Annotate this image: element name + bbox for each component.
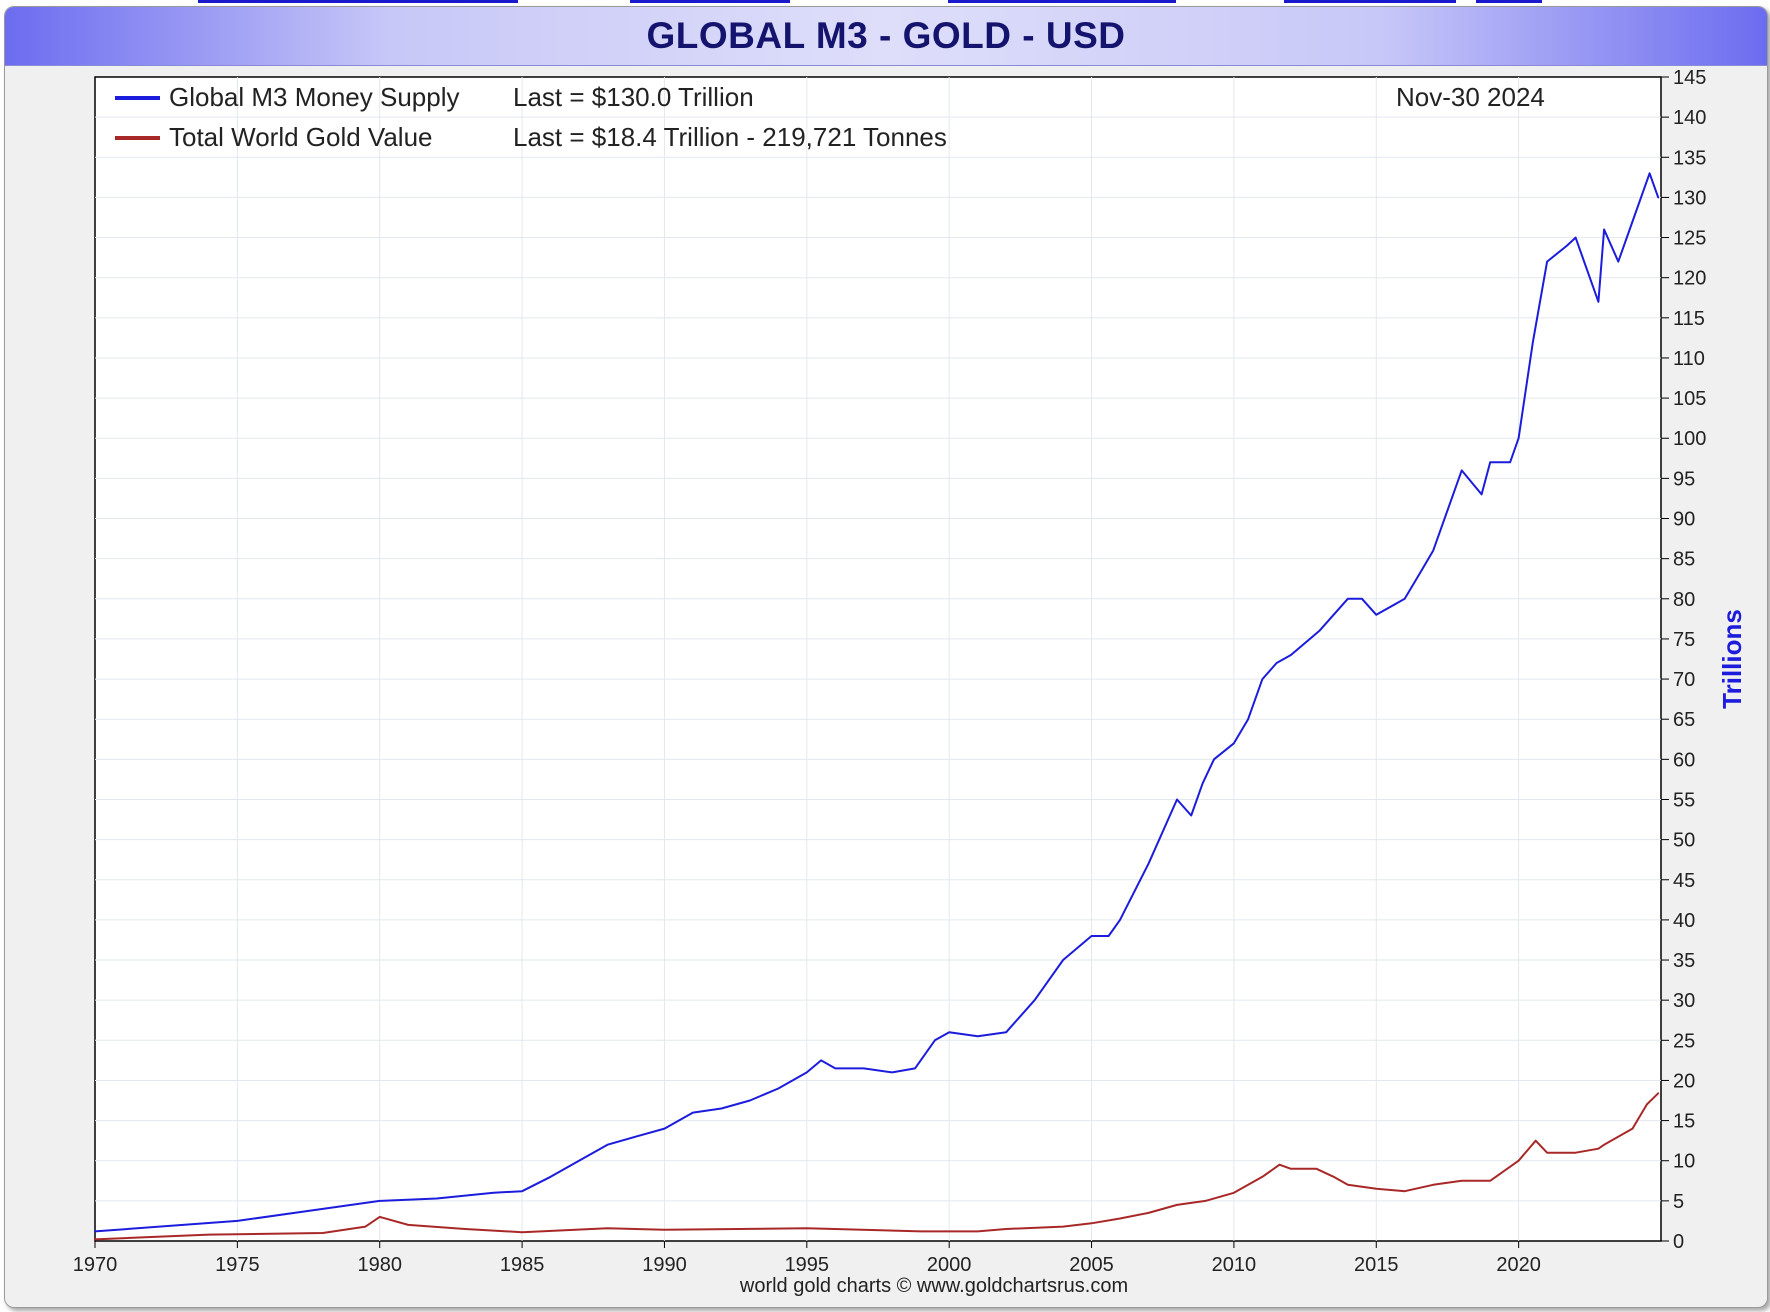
nav-link-1[interactable]	[198, 0, 518, 3]
x-tick-label: 1995	[785, 1254, 830, 1276]
chart-credit: world gold charts © www.goldchartsrus.co…	[739, 1275, 1128, 1297]
legend-label-m3: Global M3 Money Supply	[169, 82, 459, 112]
y-tick-label: 75	[1673, 629, 1695, 651]
y-tick-label: 40	[1673, 910, 1695, 932]
y-tick-label: 85	[1673, 549, 1695, 571]
x-tick-label: 1980	[357, 1254, 402, 1276]
grid-layer	[95, 77, 1661, 1241]
chart-panel: GLOBAL M3 - GOLD - USD 0 5 10 15 20 25 30 35 40 4…	[4, 6, 1768, 1308]
series-line-world-gold-value	[94, 1092, 1660, 1241]
y-tick-label: 125	[1673, 228, 1706, 250]
y-tick-label: 115	[1673, 308, 1705, 330]
y-tick-label: 15	[1673, 1111, 1695, 1133]
chart-svg: 0 5 10 15 20 25 30 35 40 45 50 55 60 65 70 75 80 85 90 95 10…	[73, 67, 1747, 1297]
nav-link-5[interactable]	[1476, 0, 1542, 3]
y-tick-label: 100	[1673, 428, 1706, 450]
y-tick-label: 110	[1673, 348, 1705, 370]
y-tick-label: 35	[1673, 950, 1695, 972]
x-tick-label: 2005	[1069, 1254, 1114, 1276]
legend-note-gold: Last = $18.4 Trillion - 219,721 Tonnes	[513, 122, 947, 152]
chart-date-label: Nov-30 2024	[1396, 82, 1545, 112]
y-tick-label: 140	[1673, 107, 1706, 129]
series-layer	[94, 172, 1660, 1241]
y-tick-label: 65	[1673, 709, 1695, 731]
series-line-global-m3	[94, 172, 1660, 1233]
x-tick-label: 2000	[927, 1254, 972, 1276]
y-tick-label: 135	[1673, 147, 1706, 169]
y-tick-label: 5	[1673, 1191, 1684, 1213]
chart-title-bar: GLOBAL M3 - GOLD - USD	[5, 7, 1767, 66]
x-tick-label: 2015	[1354, 1254, 1399, 1276]
y-tick-label: 25	[1673, 1030, 1695, 1052]
nav-link-2[interactable]	[630, 0, 790, 3]
y-tick-label: 105	[1673, 388, 1706, 410]
x-tick-label: 1970	[73, 1254, 118, 1276]
y-tick-label: 30	[1673, 990, 1695, 1012]
y-tick-label: 80	[1673, 589, 1695, 611]
y-tick-label: 45	[1673, 870, 1695, 892]
x-tick-label: 2020	[1496, 1254, 1541, 1276]
y-axis-label: Trillions	[1717, 609, 1747, 709]
y-tick-label: 60	[1673, 749, 1695, 771]
y-tick-label: 55	[1673, 789, 1695, 811]
legend-note-m3: Last = $130.0 Trillion	[513, 82, 754, 112]
y-tick-label: 130	[1673, 187, 1706, 209]
chart-title: GLOBAL M3 - GOLD - USD	[646, 15, 1126, 56]
x-tick-label: 1990	[642, 1254, 687, 1276]
plot-area	[94, 76, 1662, 1242]
nav-link-4[interactable]	[1284, 0, 1456, 3]
y-tick-label: 120	[1673, 268, 1706, 290]
y-tick-label: 0	[1673, 1231, 1684, 1253]
y-tick-label: 50	[1673, 830, 1695, 852]
x-tick-label: 1975	[215, 1254, 260, 1276]
y-tick-label: 70	[1673, 669, 1695, 691]
x-tick-label: 2010	[1212, 1254, 1257, 1276]
legend-label-gold: Total World Gold Value	[169, 122, 433, 152]
nav-link-3[interactable]	[948, 0, 1176, 3]
y-tick-label: 95	[1673, 468, 1695, 490]
y-tick-label: 10	[1673, 1151, 1695, 1173]
y-tick-label: 145	[1673, 67, 1706, 89]
axis-layer: 0 5 10 15 20 25 30 35 40 45 50 55 60 65 70 75 80 85 90 95 10…	[73, 67, 1707, 1276]
y-tick-label: 20	[1673, 1070, 1695, 1092]
x-tick-label: 1985	[500, 1254, 545, 1276]
top-link-strip	[0, 0, 1770, 6]
y-tick-label: 90	[1673, 509, 1695, 531]
